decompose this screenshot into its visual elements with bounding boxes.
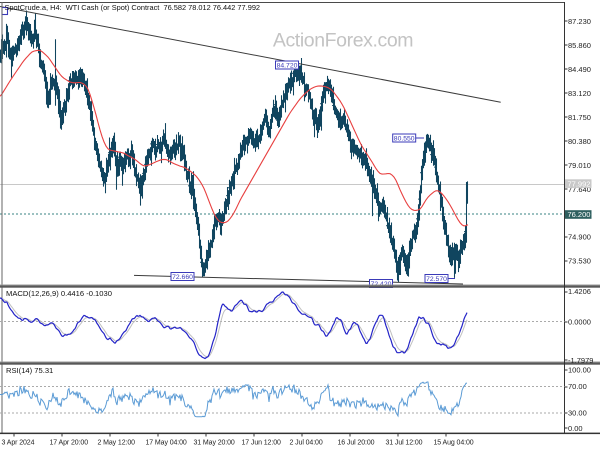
svg-text:70.00: 70.00	[568, 382, 587, 391]
svg-text:85.860: 85.860	[568, 41, 591, 50]
svg-text:3 Apr 2024: 3 Apr 2024	[2, 440, 35, 447]
svg-text:0.00: 0.00	[568, 424, 583, 433]
svg-text:RSI(14) 75.31: RSI(14) 75.31	[6, 366, 53, 375]
svg-text:16 Jul 20:00: 16 Jul 20:00	[338, 440, 375, 447]
svg-text:72.660: 72.660	[172, 274, 193, 281]
svg-text:72.570: 72.570	[426, 276, 447, 283]
svg-text:83.120: 83.120	[568, 89, 591, 98]
svg-text:84.720: 84.720	[277, 62, 298, 69]
svg-text:17 Apr 20:00: 17 Apr 20:00	[50, 440, 89, 447]
svg-text:81.750: 81.750	[568, 113, 591, 122]
svg-text:80.380: 80.380	[568, 137, 591, 146]
svg-text:15 Aug 04:00: 15 Aug 04:00	[434, 440, 474, 447]
svg-text:76.200: 76.200	[568, 210, 591, 219]
svg-text:0.0000: 0.0000	[568, 318, 591, 327]
svg-text:84.490: 84.490	[568, 65, 591, 74]
svg-text:SpotCrude.a, H4: WTI Cash (or: SpotCrude.a, H4: WTI Cash (or Spot) Cont…	[5, 3, 261, 12]
svg-text:31 May 20:00: 31 May 20:00	[194, 440, 235, 447]
svg-text:87.230: 87.230	[568, 17, 591, 26]
svg-text:-1.7979: -1.7979	[568, 356, 593, 365]
svg-text:31 Jul 12:00: 31 Jul 12:00	[386, 440, 423, 447]
svg-text:ActionForex.com: ActionForex.com	[273, 30, 413, 52]
svg-text:30.00: 30.00	[568, 409, 587, 418]
svg-text:80.550: 80.550	[394, 135, 415, 142]
svg-text:74.900: 74.900	[568, 233, 591, 242]
svg-text:2 Jul 04:00: 2 Jul 04:00	[290, 440, 323, 447]
svg-text:17 May 04:00: 17 May 04:00	[146, 440, 187, 447]
svg-text:MACD(12,26,9) 0.4416 -0.1030: MACD(12,26,9) 0.4416 -0.1030	[6, 289, 112, 298]
svg-text:77.992: 77.992	[568, 179, 591, 188]
svg-text:100.00: 100.00	[568, 365, 591, 374]
svg-text:79.010: 79.010	[568, 161, 591, 170]
svg-text:72.420: 72.420	[371, 281, 392, 288]
svg-text:73.530: 73.530	[568, 257, 591, 266]
svg-text:17 Jun 12:00: 17 Jun 12:00	[242, 440, 281, 447]
svg-text:1.4206: 1.4206	[568, 287, 591, 296]
svg-text:77.640: 77.640	[568, 185, 591, 194]
svg-text:2 May 12:00: 2 May 12:00	[98, 440, 136, 447]
